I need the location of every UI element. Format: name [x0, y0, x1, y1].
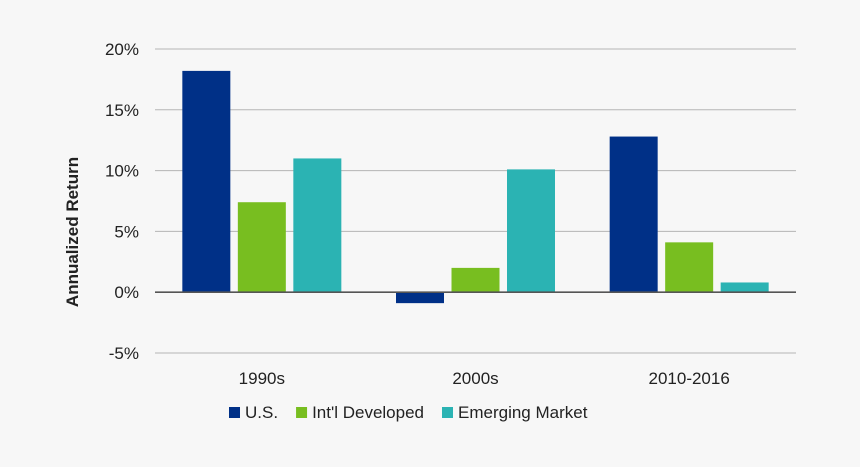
- bar: [720, 282, 769, 293]
- legend-label: Emerging Market: [458, 403, 588, 422]
- category-labels: 1990s 2000s 2010-2016: [239, 369, 730, 388]
- bars: [182, 70, 769, 304]
- legend-swatch: [229, 407, 240, 418]
- y-tick-label: 10%: [105, 162, 139, 181]
- legend-item: Int'l Developed: [296, 403, 424, 422]
- bar: [396, 292, 444, 304]
- bar: [293, 158, 342, 293]
- y-tick-label: 20%: [105, 40, 139, 59]
- legend-label: U.S.: [245, 403, 278, 422]
- legend-label: Int'l Developed: [312, 403, 424, 422]
- legend-swatch: [296, 407, 308, 418]
- gridlines: [155, 48, 796, 354]
- legend-item: Emerging Market: [442, 403, 588, 422]
- bar: [507, 169, 555, 293]
- y-tick-label: 15%: [105, 101, 139, 120]
- category-label: 1990s: [239, 369, 285, 388]
- y-tick-labels: 20% 15% 10% 5% 0% -5%: [105, 40, 139, 363]
- legend-item: U.S.: [229, 403, 278, 422]
- y-tick-label: 0%: [114, 283, 139, 302]
- y-tick-label: 5%: [114, 222, 139, 241]
- bar: [182, 70, 231, 293]
- bar: [451, 267, 500, 293]
- legend-swatch: [442, 407, 453, 418]
- y-axis-title: Annualized Return: [63, 157, 82, 307]
- category-label: 2000s: [452, 369, 498, 388]
- bar: [609, 136, 658, 293]
- bar: [665, 242, 714, 293]
- legend: U.S. Int'l Developed Emerging Market: [229, 403, 588, 422]
- category-label: 2010-2016: [649, 369, 730, 388]
- y-tick-label: -5%: [109, 344, 139, 363]
- bar: [237, 202, 286, 293]
